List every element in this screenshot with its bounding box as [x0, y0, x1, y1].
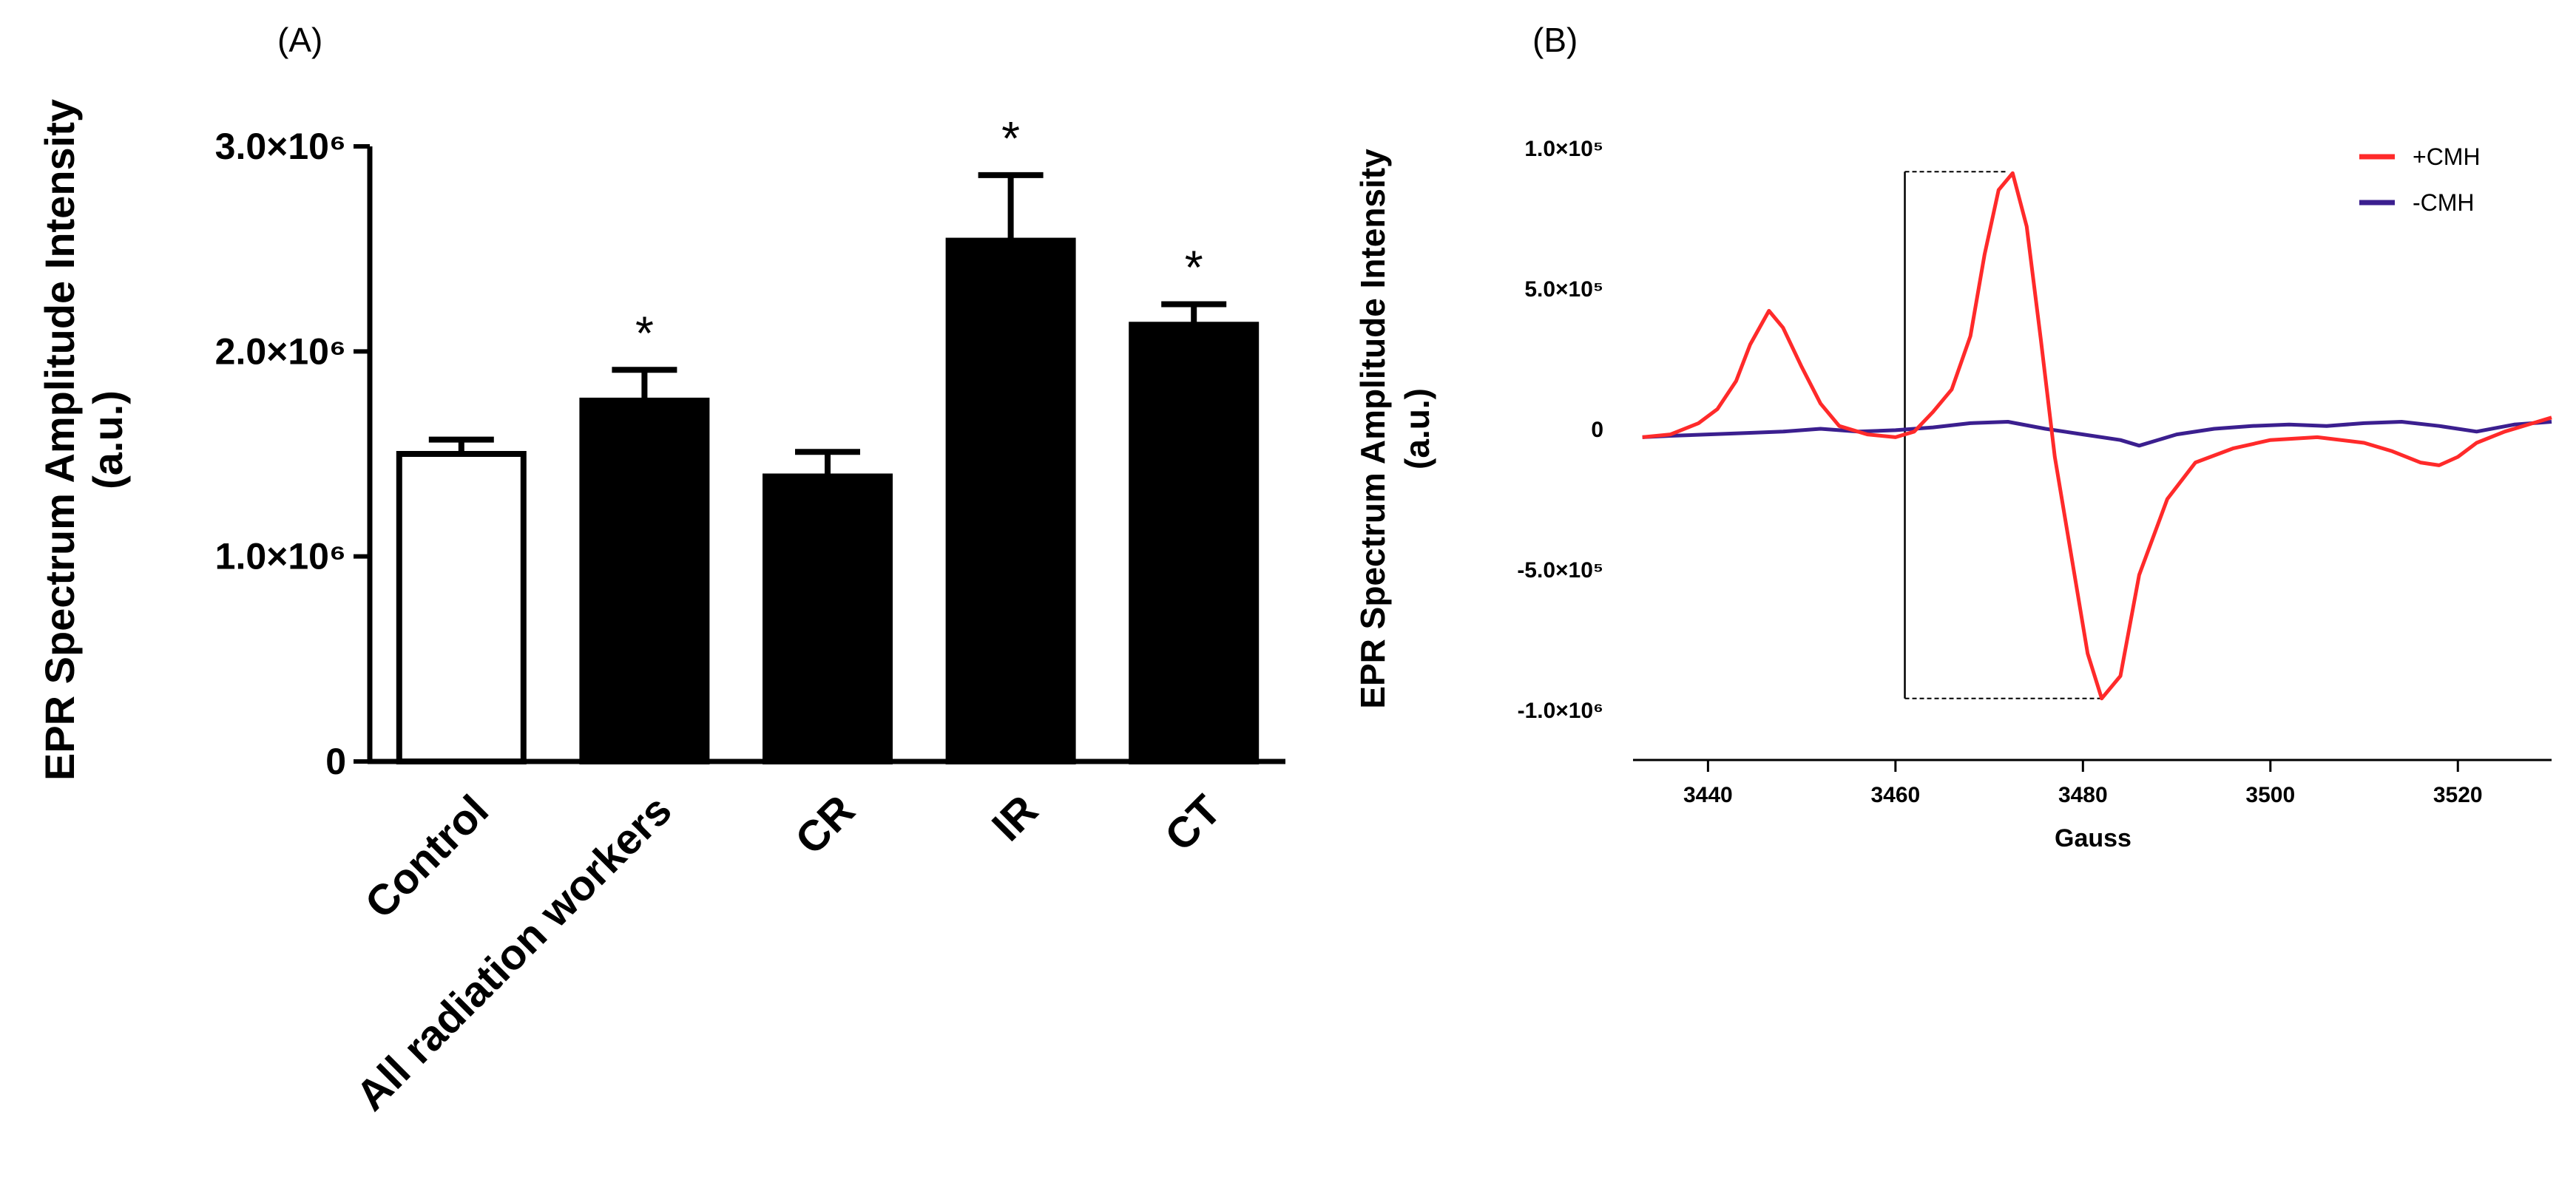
panel-a-y-tick-label: 0 [325, 741, 346, 782]
panel-b-y-axis-label: EPR Spectrum Amplitude Intensity [1353, 149, 1392, 709]
panel-b-y-ticks: -1.0×10⁶ -5.0×10⁵ 0 5.0×10⁵ 1.0×10⁵ [1517, 137, 1603, 723]
bar [945, 237, 1076, 765]
panel-b-x-tick-label: 3480 [2058, 783, 2108, 807]
category-label: CR [786, 786, 864, 863]
panel-b-series [1642, 171, 2552, 701]
panel-b-y-tick-label: 0 [1591, 418, 1603, 442]
series-line-cmh [1642, 171, 2552, 701]
panel-b-x-axis-label: Gauss [2055, 824, 2132, 852]
panel-b-label: (B) [1532, 21, 1578, 59]
panel-b-y-tick-label: 1.0×10⁵ [1524, 137, 1603, 161]
panel-a-bar-chart: (A) EPR Spectrum Amplitude Intensity (a.… [36, 21, 1285, 1120]
significance-marker: * [635, 306, 654, 359]
panel-a-y-tick-label: 2.0×10⁶ [215, 330, 346, 372]
panel-a-y-axis-label: EPR Spectrum Amplitude Intensity [36, 99, 83, 781]
panel-a-y-tick-label: 3.0×10⁶ [215, 126, 346, 167]
amplitude-marker [1904, 171, 2102, 699]
bar [396, 451, 527, 764]
panel-b-x-ticks: 3440 3460 3480 3500 3520 [1683, 760, 2483, 807]
panel-b-y-axis-label-unit: (a.u.) [1398, 388, 1436, 469]
bar [763, 473, 893, 764]
panel-a-bars: * * * [396, 112, 1260, 765]
panel-b-x-tick-label: 3460 [1870, 783, 1920, 807]
legend-label: -CMH [2413, 189, 2475, 216]
panel-b-legend: +CMH -CMH [2359, 143, 2481, 216]
panel-b-line-chart: (B) EPR Spectrum Amplitude Intensity (a.… [1353, 21, 2552, 852]
panel-a-y-axis-label-unit: (a.u.) [84, 390, 131, 489]
category-label: IR [983, 786, 1047, 850]
legend-label: +CMH [2413, 143, 2481, 170]
panel-b-x-tick-label: 3500 [2245, 783, 2295, 807]
panel-b-y-tick-label: -5.0×10⁵ [1517, 558, 1603, 583]
significance-marker: * [1185, 241, 1203, 294]
category-label: All radiation workers [347, 786, 681, 1120]
bar [579, 397, 710, 764]
bar [1129, 322, 1260, 764]
panel-a-y-tick-label: 1.0×10⁶ [215, 536, 346, 577]
panel-b-x-tick-label: 3520 [2433, 783, 2483, 807]
panel-b-y-tick-label: -1.0×10⁶ [1518, 699, 1603, 723]
significance-marker: * [1001, 112, 1020, 165]
series-line-cmh [1642, 420, 2552, 448]
panel-a-y-ticks: 0 1.0×10⁶ 2.0×10⁶ 3.0×10⁶ [215, 126, 370, 782]
category-label: CT [1156, 786, 1231, 861]
panel-b-y-tick-label: 5.0×10⁵ [1524, 277, 1603, 302]
panel-b-x-tick-label: 3440 [1683, 783, 1733, 807]
category-label: Control [356, 786, 498, 928]
panel-a-label: (A) [277, 21, 322, 59]
